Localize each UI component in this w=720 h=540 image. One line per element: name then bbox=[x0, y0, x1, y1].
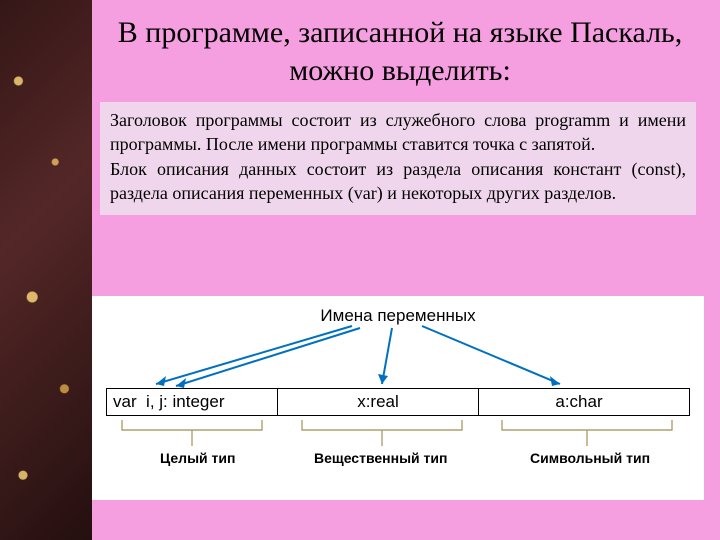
description-box: Заголовок программы состоит из служебног… bbox=[100, 102, 696, 215]
paragraph-2: Блок описания данных состоит из раздела … bbox=[110, 159, 686, 203]
diagram-panel: Имена переменных var i, j: integer x:rea… bbox=[92, 296, 704, 500]
type-label-real: Вещественный тип bbox=[314, 450, 447, 466]
code-cell-a: a:char bbox=[479, 392, 679, 412]
decorative-left-panel bbox=[0, 0, 92, 540]
code-cell-x: x:real bbox=[278, 392, 478, 412]
type-label-integer: Целый тип bbox=[160, 450, 235, 466]
code-cell-var-ij: var i, j: integer bbox=[107, 392, 277, 412]
type-label-char: Символьный тип bbox=[530, 450, 650, 466]
slide: В программе, записанной на языке Паскаль… bbox=[0, 0, 720, 540]
top-label-variables: Имена переменных bbox=[320, 306, 475, 326]
slide-title: В программе, записанной на языке Паскаль… bbox=[100, 14, 700, 89]
code-row: var i, j: integer x:real a:char bbox=[106, 388, 690, 416]
paragraph-1: Заголовок программы состоит из служебног… bbox=[110, 110, 686, 154]
